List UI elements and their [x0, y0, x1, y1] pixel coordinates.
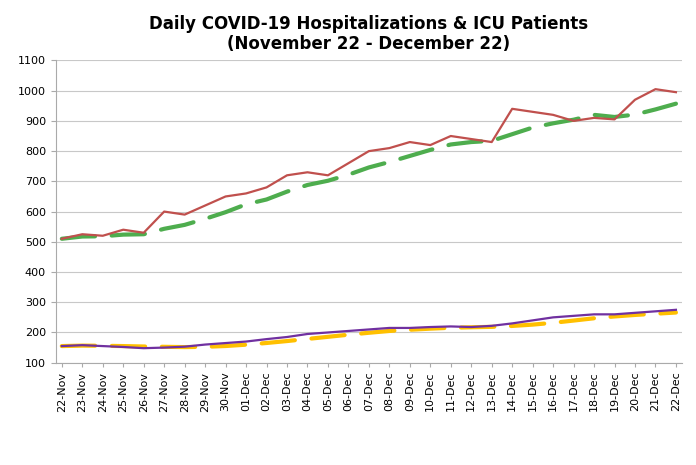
Title: Daily COVID-19 Hospitalizations & ICU Patients
(November 22 - December 22): Daily COVID-19 Hospitalizations & ICU Pa… [150, 14, 588, 53]
